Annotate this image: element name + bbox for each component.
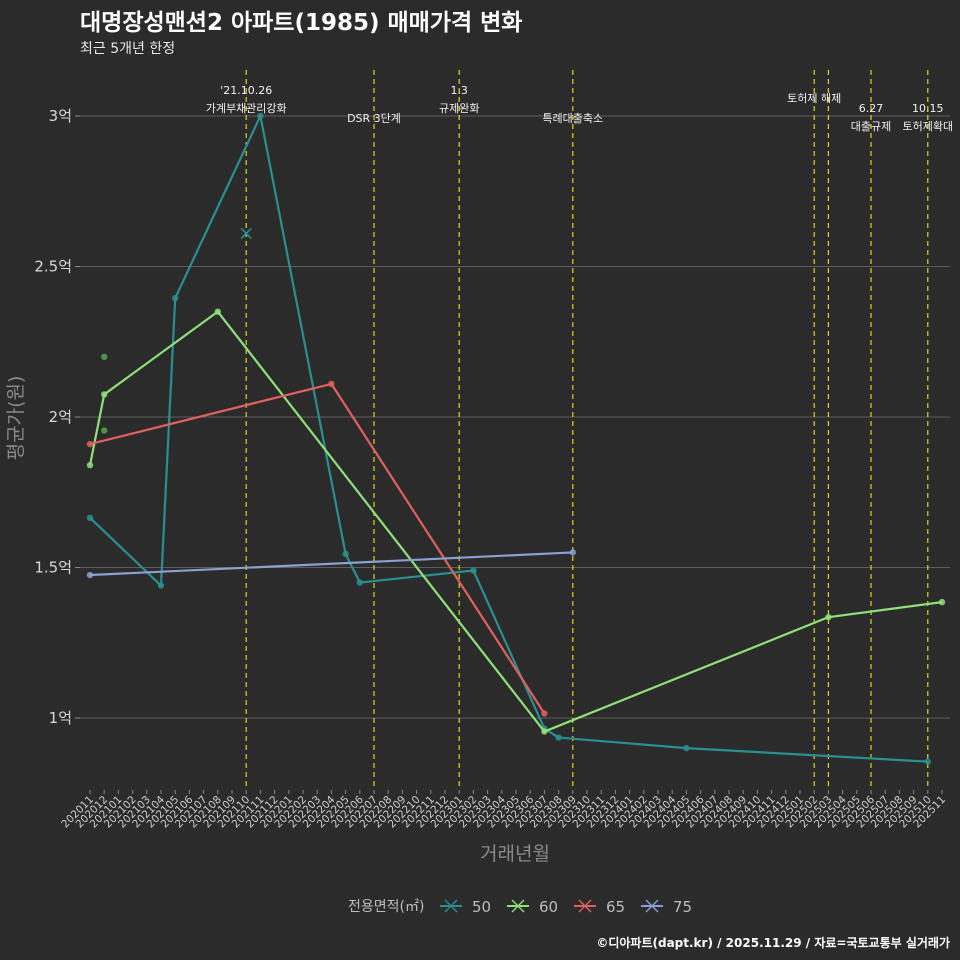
legend-marker-75 <box>645 899 659 913</box>
data-point-50 <box>342 550 349 558</box>
data-point-65 <box>86 440 94 448</box>
data-point-50 <box>924 758 931 765</box>
data-point-50 <box>157 582 165 589</box>
data-point-60 <box>825 613 832 621</box>
y-axis: 1억 1.5억 2억 2.5억 3억 <box>34 107 80 727</box>
data-point-60 <box>101 353 108 360</box>
y-tick-label: 2억 <box>49 408 72 426</box>
data-point-50 <box>240 227 252 239</box>
y-tick-label: 2.5억 <box>34 258 72 276</box>
data-point-60 <box>214 308 221 315</box>
event-label: 규제완화 <box>439 102 479 115</box>
event-label: 토허제확대 <box>902 120 953 133</box>
legend-marker-50 <box>444 899 458 913</box>
event-label: DSR 3단계 <box>347 112 401 125</box>
data-point-50 <box>356 579 363 586</box>
data-point-75 <box>569 549 576 556</box>
data-point-60 <box>101 427 108 434</box>
event-label: 토허제 해제 <box>787 91 841 105</box>
y-tick-label: 1억 <box>49 709 72 727</box>
event-date-label: 1.3 <box>450 84 468 97</box>
series-line-60 <box>88 310 943 733</box>
data-point-50 <box>555 734 562 741</box>
data-point-50 <box>470 567 477 574</box>
legend-label-65: 65 <box>606 898 625 916</box>
data-point-50 <box>257 112 264 120</box>
event-label: 가계부채관리강화 <box>206 102 287 115</box>
y-axis-title: 평균가(원) <box>5 376 27 461</box>
legend-label-50: 50 <box>472 898 491 916</box>
data-point-50 <box>683 744 690 752</box>
legend-title: 전용면적(㎡) <box>348 899 424 915</box>
x-axis: 2020112020122021012021022021032021042021… <box>59 790 948 830</box>
gridlines <box>80 115 950 719</box>
legend-label-60: 60 <box>539 898 558 916</box>
data-point-65 <box>328 380 335 388</box>
x-axis-title: 거래년월 <box>480 843 550 865</box>
event-date-label: 10.15 <box>912 102 944 115</box>
chart-subtitle: 최근 5개년 한정 <box>80 41 175 57</box>
series-lines <box>86 112 946 765</box>
data-point-60 <box>86 461 94 469</box>
legend-marker-65 <box>578 899 592 913</box>
event-label: 대출규제 <box>851 120 891 133</box>
series-line-75 <box>89 551 573 577</box>
legend-label-75: 75 <box>673 898 692 916</box>
y-tick-label: 1.5억 <box>34 559 72 577</box>
legend-marker-60 <box>511 899 525 913</box>
data-point-65 <box>541 710 548 717</box>
chart-title: 대명장성맨션2 아파트(1985) 매매가격 변화 <box>80 10 522 36</box>
data-point-60 <box>541 728 548 735</box>
event-date-label: '21.10.26 <box>220 84 272 97</box>
legend: 전용면적(㎡) 50 60 65 75 <box>348 898 692 916</box>
data-point-50 <box>172 294 179 302</box>
data-point-60 <box>101 391 108 398</box>
data-point-50 <box>86 514 94 522</box>
data-point-60 <box>938 598 946 606</box>
data-point-75 <box>86 571 94 579</box>
y-tick-label: 3억 <box>49 107 72 125</box>
chart-caption: ©디아파트(dapt.kr) / 2025.11.29 / 자료=국토교통부 실… <box>596 935 950 950</box>
event-label: 특례대출축소 <box>542 112 603 125</box>
event-date-label: 6.27 <box>859 102 884 115</box>
